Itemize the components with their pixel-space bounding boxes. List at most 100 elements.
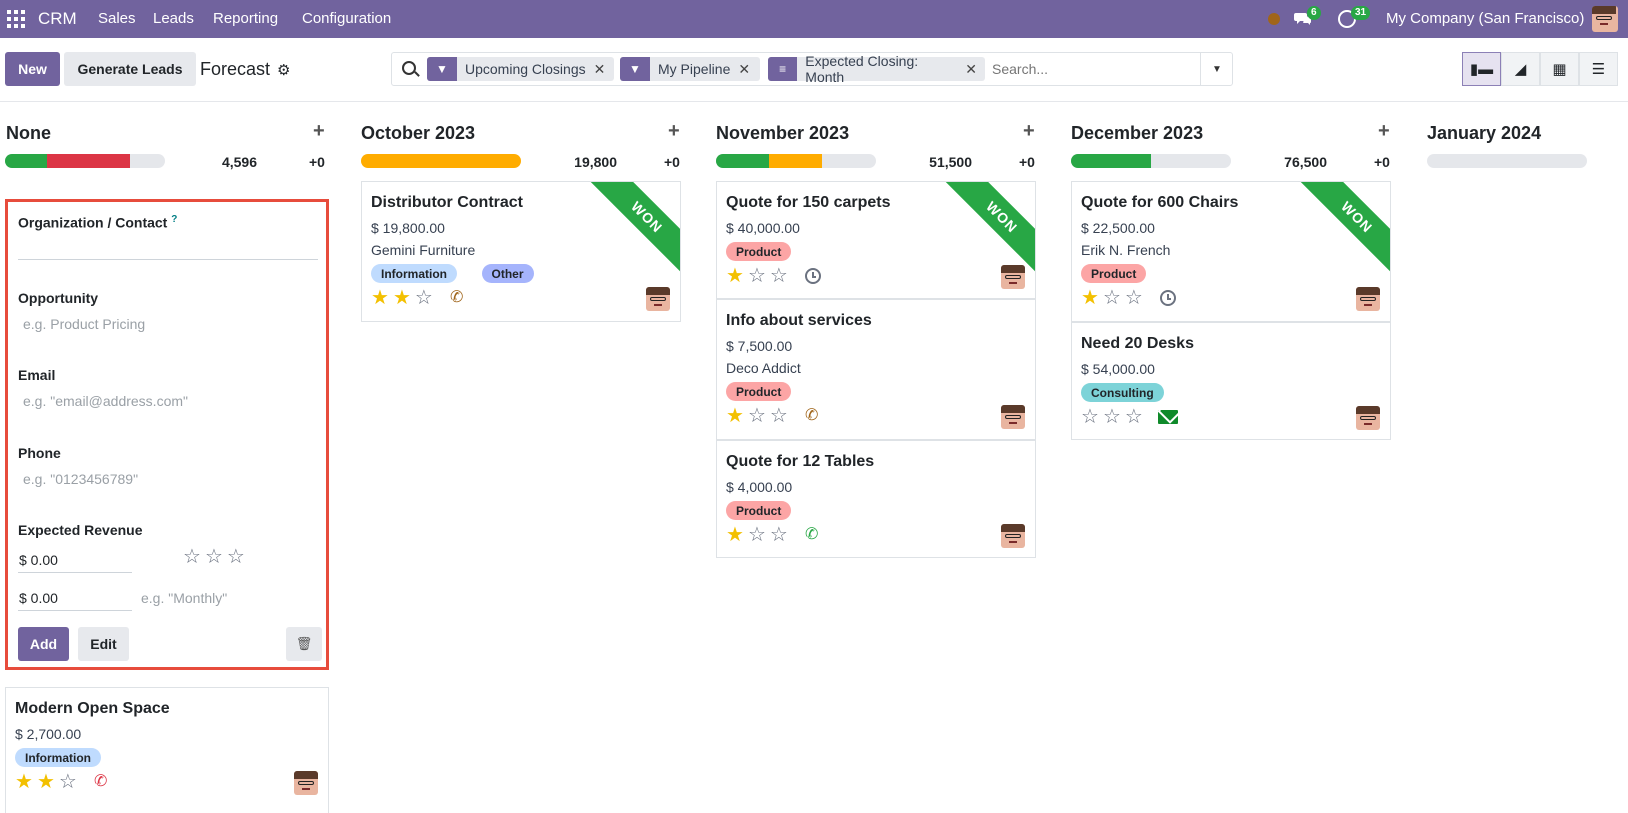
recurring-plan-input[interactable] — [136, 585, 286, 611]
star-icon[interactable]: ★ — [726, 524, 744, 546]
progress-segment[interactable] — [46, 154, 130, 168]
star-icon[interactable]: ★ — [15, 771, 33, 793]
help-icon[interactable]: ? — [171, 214, 178, 225]
star-icon[interactable]: ★ — [36, 771, 55, 793]
avatar[interactable] — [1356, 287, 1380, 311]
star-icon[interactable]: ☆ — [204, 546, 223, 568]
avatar[interactable] — [646, 287, 670, 311]
avatar[interactable] — [1001, 524, 1025, 548]
trash-icon[interactable]: 🗑 — [286, 627, 322, 661]
search-input[interactable] — [992, 58, 1192, 80]
star-icon[interactable]: ★ — [1081, 287, 1099, 309]
menu-configuration[interactable]: Configuration — [302, 10, 392, 27]
add-icon[interactable]: + — [668, 120, 680, 142]
progress-segment[interactable] — [1071, 154, 1151, 168]
opportunity-card[interactable]: Quote for 150 carpets $ 40,000.00 Product ★… — [716, 181, 1036, 299]
star-icon[interactable]: ★ — [371, 287, 389, 309]
close-icon[interactable]: ✕ — [965, 60, 977, 77]
apps-menu-icon[interactable] — [7, 10, 25, 28]
graph-view-icon[interactable]: ◢ — [1501, 52, 1540, 86]
kanban-view-icon[interactable]: ▮▬ — [1462, 52, 1501, 86]
generate-leads-button[interactable]: Generate Leads — [64, 52, 196, 86]
star-icon[interactable]: ☆ — [1124, 406, 1143, 428]
phone-icon[interactable]: ✆ — [805, 407, 819, 424]
star-icon[interactable]: ☆ — [747, 524, 766, 546]
phone-icon[interactable]: ✆ — [805, 526, 819, 543]
column-progress-bar[interactable] — [1427, 154, 1587, 168]
priority-stars[interactable]: ★ ★ ☆ — [371, 288, 433, 308]
progress-segment[interactable] — [5, 154, 47, 168]
priority-stars[interactable]: ★ ★ ☆ — [15, 772, 77, 792]
menu-sales[interactable]: Sales — [98, 10, 136, 27]
phone-input[interactable] — [18, 466, 318, 492]
star-icon[interactable]: ☆ — [1081, 406, 1099, 428]
status-dot-icon[interactable] — [1268, 13, 1280, 25]
edit-button[interactable]: Edit — [78, 627, 129, 661]
star-icon[interactable]: ★ — [392, 287, 411, 309]
close-icon[interactable]: ✕ — [593, 60, 606, 77]
progress-segment[interactable] — [716, 154, 769, 168]
star-icon[interactable]: ☆ — [747, 405, 766, 427]
app-brand[interactable]: CRM — [38, 9, 77, 28]
avatar[interactable] — [1356, 406, 1380, 430]
priority-stars[interactable]: ★ ☆ ☆ — [1081, 288, 1143, 308]
company-switcher[interactable]: My Company (San Francisco) — [1386, 10, 1585, 27]
star-icon[interactable]: ☆ — [1102, 406, 1121, 428]
star-icon[interactable]: ☆ — [414, 287, 433, 309]
close-icon[interactable]: ✕ — [738, 60, 751, 77]
star-icon[interactable]: ★ — [726, 405, 744, 427]
opportunity-card[interactable]: Quote for 600 Chairs $ 22,500.00 Erik N. F… — [1071, 181, 1391, 322]
add-icon[interactable]: + — [313, 120, 325, 142]
progress-segment[interactable] — [768, 154, 822, 168]
priority-stars[interactable]: ★ ☆ ☆ — [726, 525, 788, 545]
phone-icon[interactable]: ✆ — [94, 773, 108, 790]
opportunity-input[interactable] — [18, 311, 318, 337]
new-button[interactable]: New — [5, 52, 60, 86]
opportunity-card[interactable]: Info about services $ 7,500.00 Deco Addict… — [716, 299, 1036, 440]
avatar[interactable] — [294, 771, 318, 795]
opportunity-card[interactable]: Distributor Contract $ 19,800.00 Gemini Fu… — [361, 181, 681, 322]
pivot-view-icon[interactable]: ▦ — [1540, 52, 1579, 86]
progress-segment[interactable] — [361, 154, 521, 168]
priority-stars[interactable]: ☆ ☆ ☆ — [1081, 407, 1143, 427]
add-icon[interactable]: + — [1023, 120, 1035, 142]
organization-input[interactable] — [18, 234, 318, 260]
envelope-icon[interactable] — [1158, 410, 1178, 424]
star-icon[interactable]: ☆ — [1102, 287, 1121, 309]
column-progress-bar[interactable] — [5, 154, 165, 168]
star-icon[interactable]: ★ — [726, 265, 744, 287]
recurring-revenue-input[interactable] — [18, 585, 132, 611]
clock-icon[interactable] — [1160, 290, 1176, 306]
email-input[interactable] — [18, 388, 318, 414]
column-progress-bar[interactable] — [716, 154, 876, 168]
chevron-down-icon[interactable]: ▼ — [1200, 53, 1233, 85]
clock-icon[interactable] — [805, 268, 821, 284]
menu-reporting[interactable]: Reporting — [213, 10, 279, 27]
phone-icon[interactable]: ✆ — [450, 289, 464, 306]
expected-revenue-input[interactable] — [18, 547, 132, 573]
star-icon[interactable]: ☆ — [747, 265, 766, 287]
priority-stars[interactable]: ☆ ☆ ☆ — [183, 547, 245, 567]
star-icon[interactable]: ☆ — [226, 546, 245, 568]
avatar[interactable] — [1001, 405, 1025, 429]
star-icon[interactable]: ☆ — [1124, 287, 1143, 309]
star-icon[interactable]: ☆ — [769, 405, 788, 427]
opportunity-card[interactable]: Modern Open Space $ 2,700.00 Information ★ ★… — [5, 687, 329, 813]
avatar[interactable] — [1001, 265, 1025, 289]
opportunity-card[interactable]: Quote for 12 Tables $ 4,000.00 Product ★ ☆ ☆ ✆ — [716, 440, 1036, 558]
star-icon[interactable]: ☆ — [183, 546, 201, 568]
priority-stars[interactable]: ★ ☆ ☆ — [726, 406, 788, 426]
star-icon[interactable]: ☆ — [58, 771, 77, 793]
search-icon[interactable] — [402, 61, 416, 75]
list-view-icon[interactable]: ☰ — [1579, 52, 1618, 86]
menu-leads[interactable]: Leads — [153, 10, 194, 27]
opportunity-card[interactable]: Need 20 Desks $ 54,000.00 Consulting ☆ ☆ ☆ — [1071, 322, 1391, 440]
column-progress-bar[interactable] — [361, 154, 521, 168]
column-progress-bar[interactable] — [1071, 154, 1231, 168]
user-avatar[interactable] — [1592, 6, 1618, 32]
star-icon[interactable]: ☆ — [769, 265, 788, 287]
add-icon[interactable]: + — [1378, 120, 1390, 142]
add-button[interactable]: Add — [18, 627, 69, 661]
priority-stars[interactable]: ★ ☆ ☆ — [726, 266, 788, 286]
star-icon[interactable]: ☆ — [769, 524, 788, 546]
